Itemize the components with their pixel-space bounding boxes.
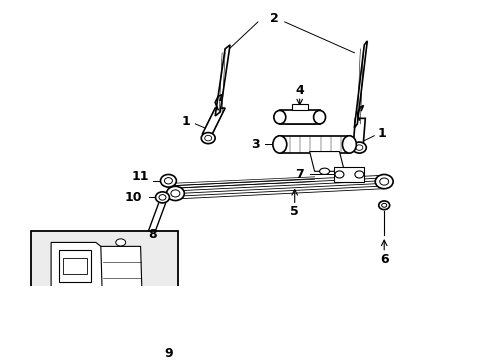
Ellipse shape bbox=[374, 175, 392, 189]
Polygon shape bbox=[291, 104, 307, 111]
Ellipse shape bbox=[171, 190, 180, 197]
Text: 1: 1 bbox=[377, 127, 386, 140]
Ellipse shape bbox=[201, 132, 215, 144]
Ellipse shape bbox=[273, 111, 285, 124]
Ellipse shape bbox=[204, 135, 211, 141]
Text: 6: 6 bbox=[379, 252, 388, 266]
Ellipse shape bbox=[334, 171, 343, 178]
Text: 2: 2 bbox=[270, 12, 279, 25]
Polygon shape bbox=[354, 41, 366, 128]
Text: 10: 10 bbox=[124, 191, 142, 204]
Ellipse shape bbox=[159, 195, 165, 200]
Polygon shape bbox=[158, 310, 182, 318]
Text: 5: 5 bbox=[290, 205, 299, 218]
Ellipse shape bbox=[160, 175, 176, 187]
Polygon shape bbox=[279, 111, 319, 124]
Text: 8: 8 bbox=[148, 228, 157, 241]
Ellipse shape bbox=[355, 145, 362, 150]
Polygon shape bbox=[160, 314, 177, 332]
Ellipse shape bbox=[381, 203, 386, 207]
Polygon shape bbox=[334, 167, 364, 181]
Ellipse shape bbox=[319, 168, 329, 175]
Ellipse shape bbox=[379, 178, 388, 185]
Text: 3: 3 bbox=[251, 138, 260, 151]
Polygon shape bbox=[101, 246, 142, 314]
Polygon shape bbox=[215, 45, 230, 116]
Polygon shape bbox=[202, 108, 224, 134]
Ellipse shape bbox=[342, 136, 356, 153]
Text: 7: 7 bbox=[295, 168, 304, 181]
Polygon shape bbox=[309, 152, 344, 171]
Ellipse shape bbox=[164, 177, 172, 184]
Ellipse shape bbox=[116, 239, 125, 246]
Polygon shape bbox=[63, 258, 87, 274]
Text: 1: 1 bbox=[182, 115, 190, 128]
Ellipse shape bbox=[352, 142, 366, 153]
Ellipse shape bbox=[166, 186, 184, 201]
Ellipse shape bbox=[378, 201, 389, 210]
Polygon shape bbox=[59, 250, 91, 282]
Text: 11: 11 bbox=[132, 170, 149, 183]
Ellipse shape bbox=[354, 171, 363, 178]
Ellipse shape bbox=[272, 136, 286, 153]
Bar bbox=[31, 230, 178, 325]
Polygon shape bbox=[51, 242, 111, 318]
Ellipse shape bbox=[313, 111, 325, 124]
Text: 9: 9 bbox=[164, 347, 172, 360]
Polygon shape bbox=[353, 118, 365, 144]
Ellipse shape bbox=[155, 192, 169, 203]
Text: 4: 4 bbox=[295, 84, 304, 97]
Polygon shape bbox=[279, 136, 349, 153]
